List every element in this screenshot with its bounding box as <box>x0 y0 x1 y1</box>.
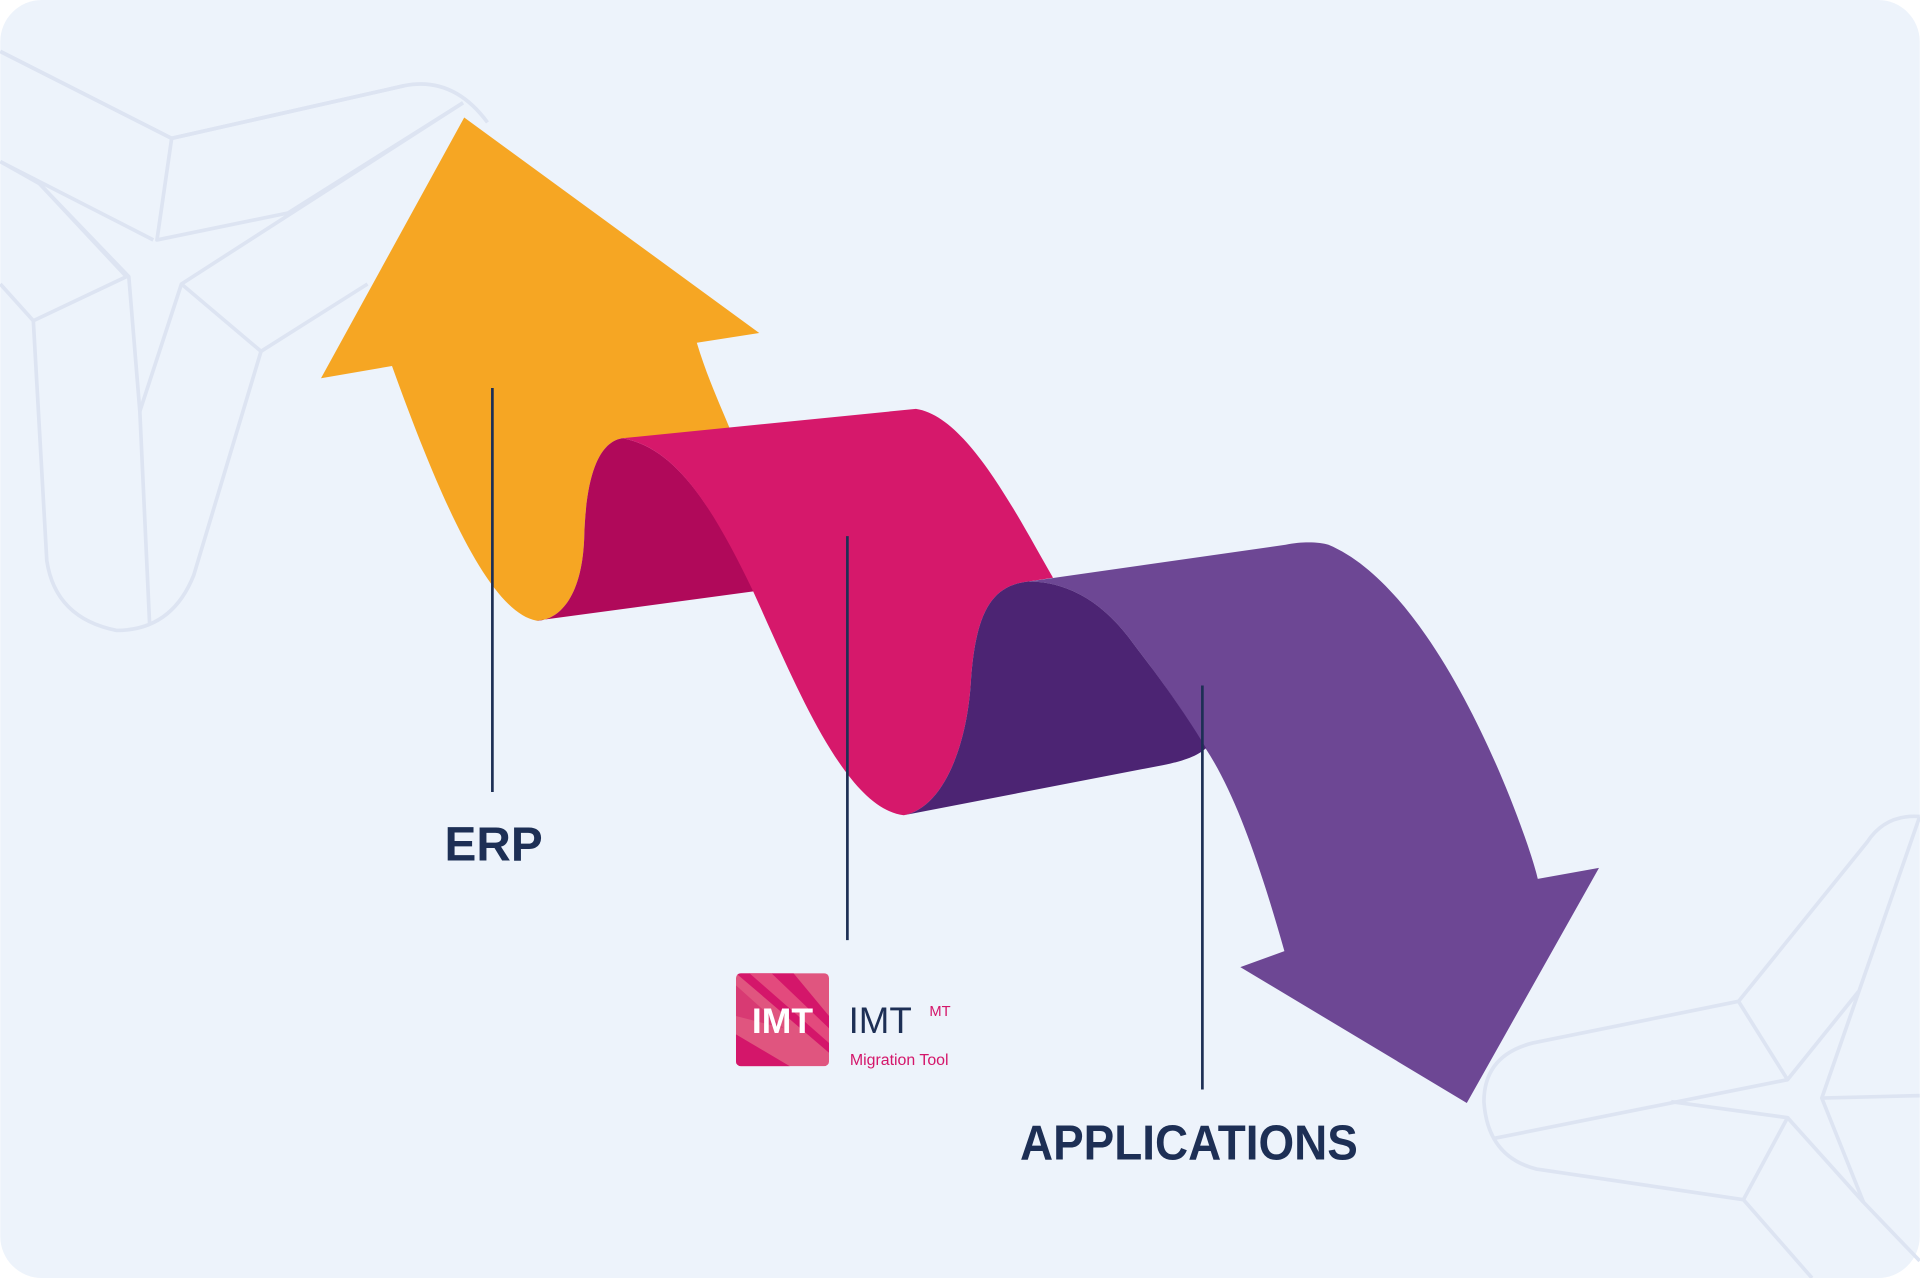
logo-tagline: Migration Tool <box>850 1052 949 1069</box>
imt-band <box>622 408 1054 816</box>
erp-arrow <box>321 117 760 621</box>
decorative-background-lines <box>0 49 1920 1278</box>
erp-label: ERP <box>445 819 543 872</box>
applications-label: APPLICATIONS <box>1020 1116 1358 1170</box>
applications-arrow <box>1028 542 1599 1103</box>
applications-fold <box>903 581 1207 816</box>
imt-logo: IMT IMT MT Migration Tool <box>735 973 951 1069</box>
imt-band-fold <box>536 438 755 621</box>
logo-superscript: MT <box>929 1004 950 1020</box>
logo-badge-text: IMT <box>752 1001 813 1041</box>
logo-name: IMT <box>849 1000 912 1041</box>
leader-lines <box>491 388 1204 1090</box>
